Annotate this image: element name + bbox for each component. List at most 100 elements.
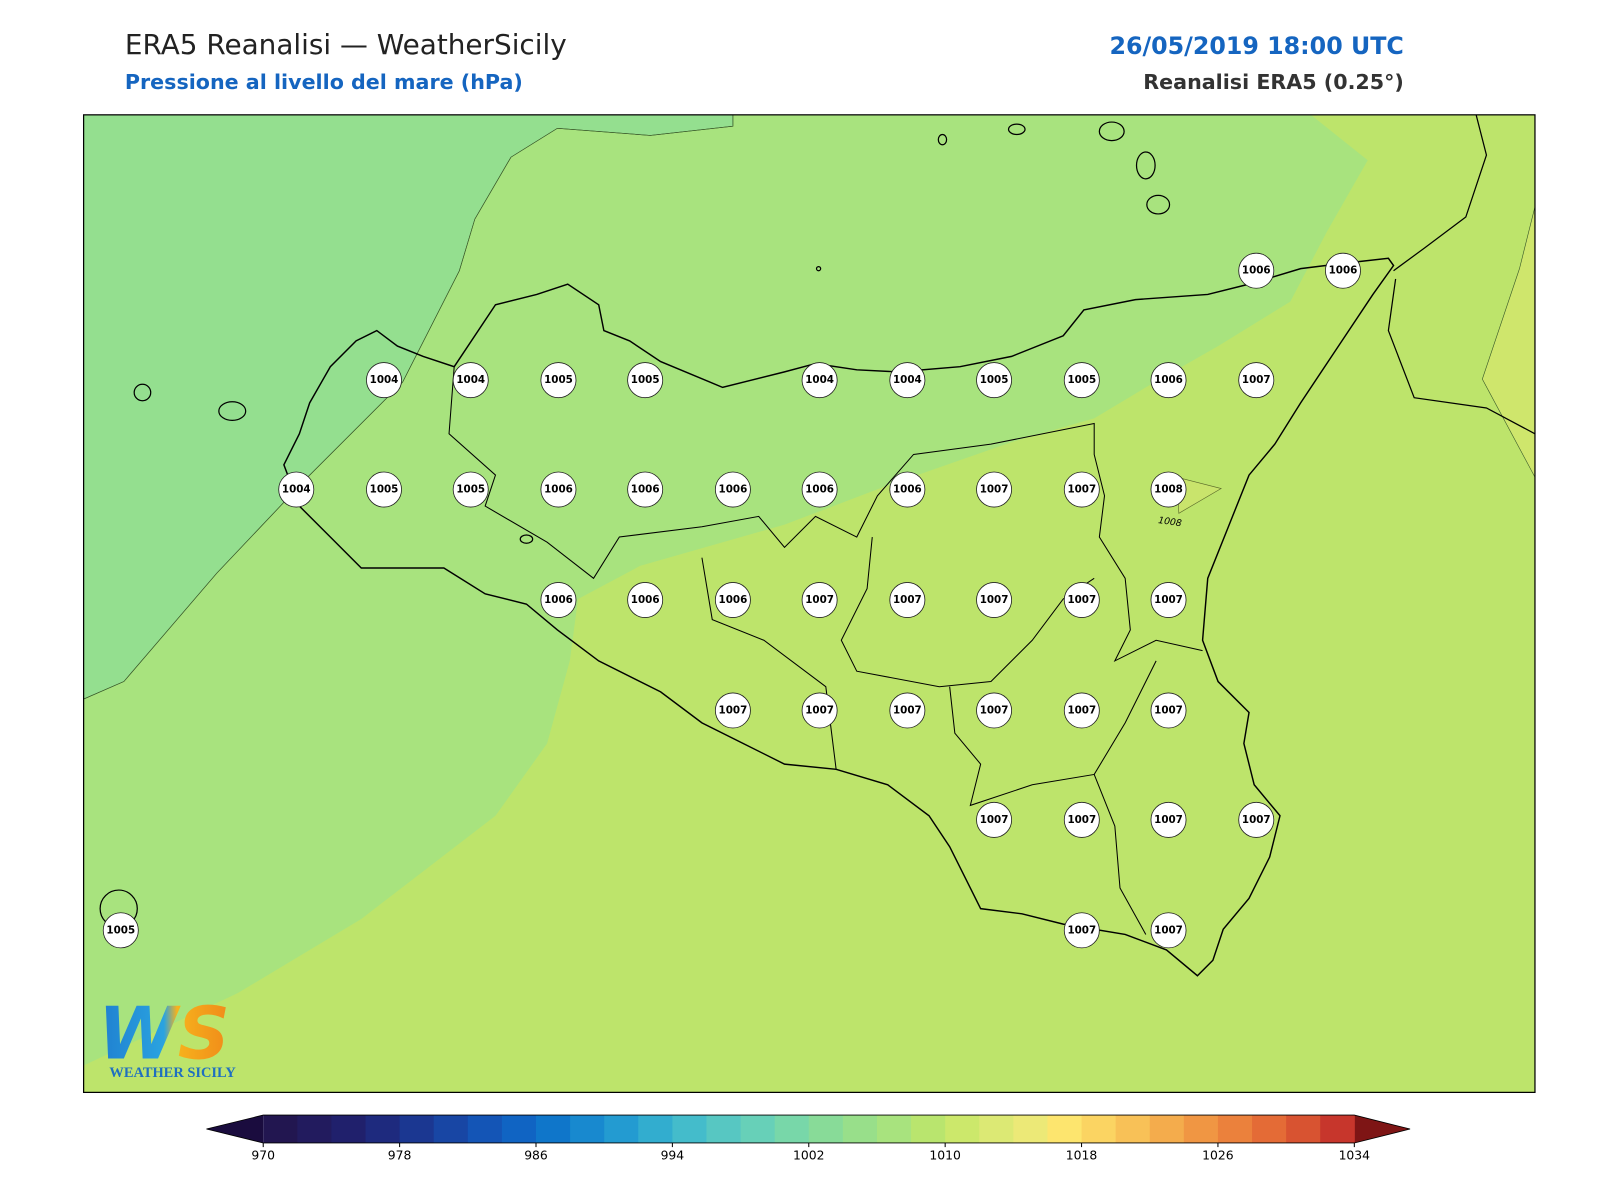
station-marker <box>1063 912 1100 949</box>
station-value: 1006 <box>719 594 748 606</box>
station-value: 1007 <box>980 594 1009 606</box>
station-marker <box>976 471 1013 508</box>
station-value: 1007 <box>1067 924 1096 936</box>
station-marker <box>1063 362 1100 399</box>
station-value: 1007 <box>719 704 748 716</box>
station-marker <box>976 582 1013 618</box>
station-value: 1007 <box>1154 924 1183 936</box>
colorbar-bin <box>911 1115 946 1143</box>
station-marker <box>1150 912 1187 949</box>
station-marker <box>1063 471 1100 508</box>
station-marker <box>801 362 838 399</box>
station-marker <box>278 471 315 508</box>
colorbar-bin <box>1320 1115 1355 1143</box>
station-value: 1007 <box>1067 594 1096 606</box>
station-value: 1004 <box>805 374 834 386</box>
station-value: 1006 <box>1242 265 1271 277</box>
islands <box>99 121 1171 928</box>
date: 26/05/2019 18:00 UTC <box>1109 32 1403 60</box>
station-value: 1006 <box>1329 265 1358 277</box>
station-value: 1007 <box>1154 704 1183 716</box>
colorbar-bin <box>1252 1115 1287 1143</box>
station-marker <box>714 471 751 508</box>
colorbar-tick-label: 1026 <box>1202 1148 1234 1162</box>
colorbar-bin <box>399 1115 435 1143</box>
station-value: 1007 <box>1067 704 1096 716</box>
colorbar-tick-label: 986 <box>524 1148 548 1162</box>
station-marker <box>1238 252 1275 289</box>
station-value: 1005 <box>980 374 1009 386</box>
station-value: 1006 <box>1154 374 1183 386</box>
colorbar-extend <box>206 1115 264 1143</box>
station-value: 1006 <box>631 594 660 606</box>
station-value: 1006 <box>544 484 573 496</box>
station-value: 1007 <box>980 814 1009 826</box>
station-value: 1005 <box>106 924 135 936</box>
station-value: 1006 <box>719 484 748 496</box>
station-value: 1007 <box>1154 814 1183 826</box>
title: ERA5 Reanalisi — WeatherSicily <box>125 28 567 61</box>
station-marker <box>452 362 489 399</box>
station-value: 1007 <box>980 484 1009 496</box>
station-marker <box>889 692 926 729</box>
station-marker <box>714 582 751 618</box>
station-marker <box>627 471 664 508</box>
station-value: 1007 <box>1242 374 1271 386</box>
station-value: 1007 <box>805 704 834 716</box>
colorbar-bin <box>774 1115 810 1143</box>
logo: WS WEATHER SICILY <box>98 992 236 1081</box>
station-marker <box>1063 692 1100 729</box>
province-border <box>949 660 1157 807</box>
station-value: 1007 <box>980 704 1009 716</box>
colorbar-bin <box>1286 1115 1321 1143</box>
station-marker <box>627 582 664 618</box>
logo-text: WEATHER SICILY <box>109 1065 236 1081</box>
colorbar-bin <box>706 1115 742 1143</box>
sicily-coast <box>283 257 1395 977</box>
station-marker <box>540 362 577 399</box>
colorbar-bin <box>263 1115 298 1143</box>
station-value: 1006 <box>631 484 660 496</box>
station-value: 1005 <box>631 374 660 386</box>
station-value: 1004 <box>893 374 922 386</box>
station-marker <box>540 582 577 618</box>
station-value: 1007 <box>1154 594 1183 606</box>
station-value: 1005 <box>1067 374 1096 386</box>
colorbar-bin <box>672 1115 707 1143</box>
station-marker <box>889 362 926 399</box>
colorbar-bin <box>1115 1115 1151 1143</box>
colorbar-bin <box>433 1115 469 1143</box>
station-marker <box>1150 471 1187 508</box>
colorbar-bin <box>467 1115 503 1143</box>
colorbar: 970 978 986 994 1002 1010 1018 1026 1034 <box>206 1114 1411 1162</box>
colorbar-bin <box>1183 1115 1219 1143</box>
station-value: 1007 <box>1067 484 1096 496</box>
province-border <box>448 366 1203 663</box>
station-marker <box>889 582 926 618</box>
source: Reanalisi ERA5 (0.25°) <box>1143 70 1404 94</box>
colorbar-bin <box>1149 1115 1185 1143</box>
station-value: 1004 <box>456 374 485 386</box>
station-value: 1004 <box>282 484 311 496</box>
station-value: 1007 <box>893 704 922 716</box>
province-border <box>840 536 1095 688</box>
calabria-coast <box>1393 114 1488 272</box>
isobar <box>83 114 734 700</box>
station-marker <box>1150 801 1187 838</box>
colorbar-bin <box>842 1115 878 1143</box>
colorbar-bin <box>1013 1115 1048 1143</box>
station-marker <box>452 471 489 508</box>
colorbar-bin <box>876 1115 912 1143</box>
field-1008-1010 <box>1481 206 1535 478</box>
colorbar-bin <box>331 1115 367 1143</box>
colorbar-bin <box>945 1115 980 1143</box>
colorbar-bin <box>740 1115 776 1143</box>
station-marker <box>976 801 1013 838</box>
colorbar-bin <box>1217 1115 1253 1143</box>
colorbar-tick-label: 1018 <box>1066 1148 1098 1162</box>
colorbar-tick-label: 1034 <box>1339 1148 1371 1162</box>
station-marker <box>1150 692 1187 729</box>
